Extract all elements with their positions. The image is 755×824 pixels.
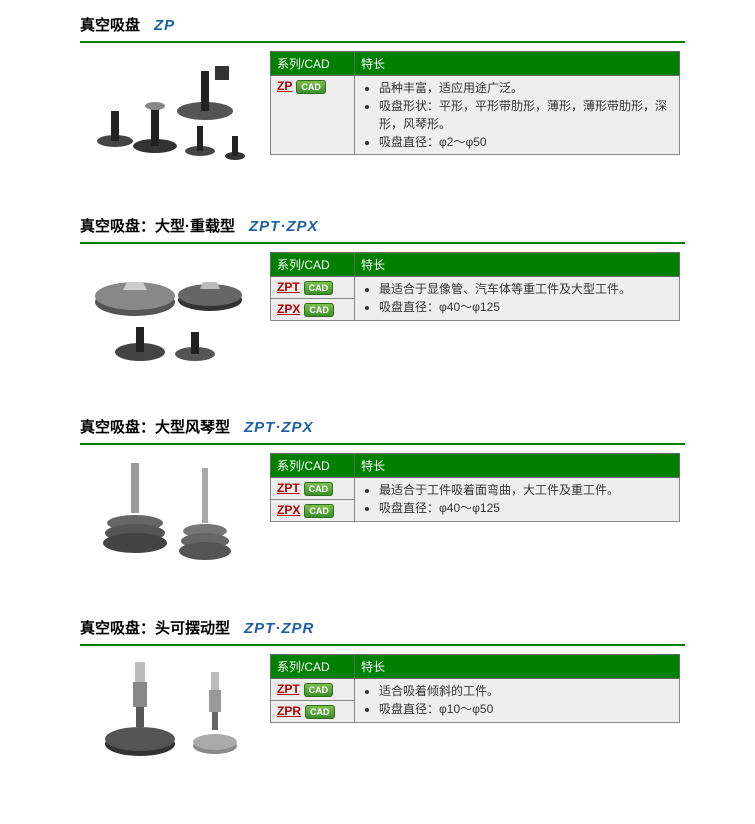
product-image: [80, 252, 260, 372]
cad-badge[interactable]: CAD: [305, 705, 335, 719]
series-cell: ZPR CAD: [271, 701, 355, 723]
feature-item: 最适合于显像管、汽车体等重工件及大型工件。: [379, 280, 673, 298]
series-link[interactable]: ZPX: [277, 503, 300, 517]
content-row: 系列/CAD特长 ZPT CAD 最适合于显像管、汽车体等重工件及大型工件。吸盘直径：…: [80, 252, 685, 372]
series-link[interactable]: ZPR: [277, 704, 301, 718]
feature-item: 适合吸着倾斜的工件。: [379, 682, 673, 700]
table-header-features: 特长: [355, 52, 680, 76]
series-cell: ZPX CAD: [271, 500, 355, 522]
feature-item: 品种丰富，适应用途广泛。: [379, 79, 673, 97]
feature-item: 吸盘直径：φ10～φ50: [379, 700, 673, 718]
table-header-features: 特长: [355, 454, 680, 478]
series-cell: ZP CAD: [271, 76, 355, 155]
features-cell: 适合吸着倾斜的工件。吸盘直径：φ10～φ50: [355, 679, 680, 723]
section-title-text: 真空吸盘：头可摆动型: [80, 620, 230, 637]
info-table: 系列/CAD特长 ZPT CAD 最适合于工件吸着面弯曲，大工件及重工件。吸盘直径：φ…: [270, 453, 680, 522]
product-image: [80, 654, 260, 774]
series-link[interactable]: ZP: [277, 79, 292, 93]
content-row: 系列/CAD特长ZPTCAD适合吸着倾斜的工件。吸盘直径：φ10～φ50ZPRC…: [80, 654, 685, 774]
table-row: ZPTCAD最适合于工件吸着面弯曲，大工件及重工件。吸盘直径：φ40～φ125: [271, 478, 680, 500]
product-image: [80, 453, 260, 573]
section-title-code: ZPT·ZPX: [244, 419, 314, 436]
table-header-series: 系列/CAD: [271, 655, 355, 679]
product-section: 真空吸盘：大型风琴型 ZPT·ZPX 系列/CAD特长 ZPT CAD 最适合于工件吸着…: [0, 412, 755, 573]
section-title-text: 真空吸盘: [80, 17, 140, 34]
section-title-code: ZP: [154, 17, 175, 34]
section-title: 真空吸盘：头可摆动型 ZPT·ZPR: [80, 613, 685, 646]
section-title: 真空吸盘：大型·重载型 ZPT·ZPX: [80, 211, 685, 244]
cad-badge[interactable]: CAD: [304, 482, 334, 496]
cad-badge[interactable]: CAD: [304, 281, 334, 295]
table-header-series: 系列/CAD: [271, 253, 355, 277]
features-cell: 最适合于显像管、汽车体等重工件及大型工件。吸盘直径：φ40～φ125: [355, 277, 680, 321]
table-header-features: 特长: [355, 655, 680, 679]
product-section: 真空吸盘 ZP 系列/CAD特长 ZP CAD 品种丰富，适应用途广泛。吸盘形状：平形，…: [0, 10, 755, 171]
table-header-series: 系列/CAD: [271, 454, 355, 478]
feature-item: 吸盘直径：φ40～φ125: [379, 499, 673, 517]
info-table: 系列/CAD特长 ZPT CAD 最适合于显像管、汽车体等重工件及大型工件。吸盘直径：…: [270, 252, 680, 321]
feature-item: 吸盘直径：φ40～φ125: [379, 298, 673, 316]
content-row: 系列/CAD特长 ZPT CAD 最适合于工件吸着面弯曲，大工件及重工件。吸盘直径：φ…: [80, 453, 685, 573]
cad-badge[interactable]: CAD: [296, 80, 326, 94]
series-link[interactable]: ZPT: [277, 682, 300, 696]
series-cell: ZPT CAD: [271, 277, 355, 299]
table-header-series: 系列/CAD: [271, 52, 355, 76]
series-link[interactable]: ZPT: [277, 280, 300, 294]
section-title-text: 真空吸盘：大型·重载型: [80, 218, 235, 235]
feature-item: 吸盘直径：φ2～φ50: [379, 133, 673, 151]
table-row: ZPTCAD最适合于显像管、汽车体等重工件及大型工件。吸盘直径：φ40～φ125: [271, 277, 680, 299]
cad-badge[interactable]: CAD: [304, 683, 334, 697]
table-header-features: 特长: [355, 253, 680, 277]
product-section: 真空吸盘：头可摆动型 ZPT·ZPR 系列/CAD特长 ZPT CAD 适合吸着倾斜的工…: [0, 613, 755, 774]
feature-item: 最适合于工件吸着面弯曲，大工件及重工件。: [379, 481, 673, 499]
info-table: 系列/CAD特长ZPTCAD适合吸着倾斜的工件。吸盘直径：φ10～φ50ZPRC…: [270, 654, 680, 723]
section-title-text: 真空吸盘：大型风琴型: [80, 419, 230, 436]
cad-badge[interactable]: CAD: [304, 504, 334, 518]
info-table: 系列/CAD特长 ZP CAD 品种丰富，适应用途广泛。吸盘形状：平形，平形带肋形，薄…: [270, 51, 680, 155]
series-cell: ZPX CAD: [271, 299, 355, 321]
section-title-code: ZPT·ZPR: [244, 620, 314, 637]
series-cell: ZPT CAD: [271, 478, 355, 500]
section-title: 真空吸盘：大型风琴型 ZPT·ZPX: [80, 412, 685, 445]
series-link[interactable]: ZPX: [277, 302, 300, 316]
section-title-code: ZPT·ZPX: [249, 218, 319, 235]
features-cell: 最适合于工件吸着面弯曲，大工件及重工件。吸盘直径：φ40～φ125: [355, 478, 680, 522]
product-section: 真空吸盘：大型·重载型 ZPT·ZPX 系列/CAD特长 ZPT CAD 最适合于显像管…: [0, 211, 755, 372]
section-title: 真空吸盘 ZP: [80, 10, 685, 43]
series-cell: ZPT CAD: [271, 679, 355, 701]
table-row: ZPTCAD适合吸着倾斜的工件。吸盘直径：φ10～φ50: [271, 679, 680, 701]
content-row: 系列/CAD特长 ZP CAD 品种丰富，适应用途广泛。吸盘形状：平形，平形带肋形，薄…: [80, 51, 685, 171]
features-cell: 品种丰富，适应用途广泛。吸盘形状：平形，平形带肋形，薄形，薄形带肋形，深形，风琴…: [355, 76, 680, 155]
cad-badge[interactable]: CAD: [304, 303, 334, 317]
product-image: [80, 51, 260, 171]
series-link[interactable]: ZPT: [277, 481, 300, 495]
feature-item: 吸盘形状：平形，平形带肋形，薄形，薄形带肋形，深形，风琴形。: [379, 97, 673, 133]
table-row: ZP CAD 品种丰富，适应用途广泛。吸盘形状：平形，平形带肋形，薄形，薄形带肋形，…: [271, 76, 680, 155]
